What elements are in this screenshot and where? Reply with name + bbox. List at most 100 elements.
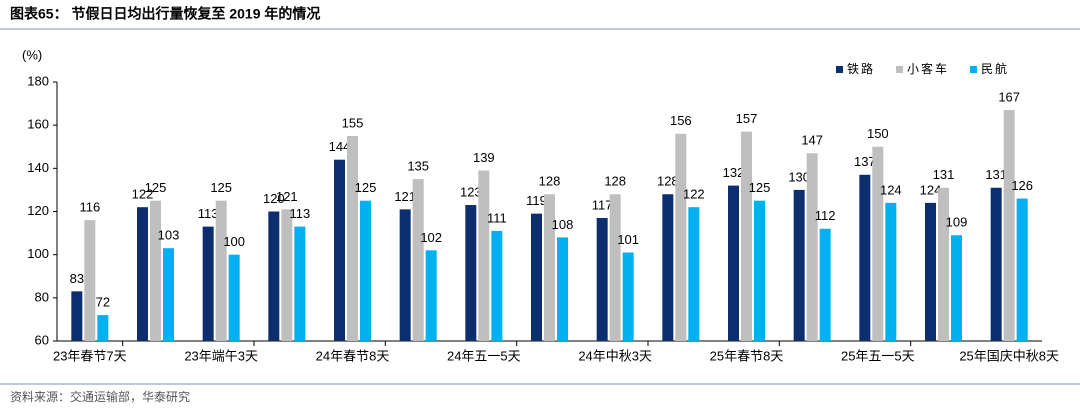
bar [215,200,227,341]
source: 资料来源：交通运输部，华泰研究 [10,389,190,404]
bar [1003,110,1015,341]
data-label: 147 [801,133,823,148]
data-label: 125 [145,180,167,195]
bar [347,135,358,341]
bar [281,209,293,341]
data-label: 119 [526,193,547,208]
x-tick-label: 23年端午3天 [184,348,258,363]
bar [872,146,884,341]
y-tick-label: 100 [27,246,49,261]
bar [84,220,96,341]
legend-label: 铁路 [847,61,875,76]
bar [885,202,897,341]
bar [228,254,240,341]
bar [675,133,687,341]
data-label: 167 [998,89,1020,104]
bar [150,200,161,341]
bar [360,200,371,341]
y-axis-label: (%) [22,47,42,62]
bar [609,194,621,341]
data-label: 128 [539,174,561,189]
data-label: 124 [920,182,942,197]
data-label: 130 [788,169,810,184]
bar [951,235,962,341]
bar [662,194,674,341]
data-label: 108 [552,217,574,232]
data-label: 131 [933,167,955,182]
legend-label: 小客车 [907,61,949,76]
data-label: 113 [289,206,310,221]
bar [163,248,174,341]
bar [728,185,739,341]
data-label: 117 [592,197,613,212]
bar [596,217,608,341]
bar [465,205,477,341]
bar [491,230,503,341]
chart-title: 图表65： 节假日日均出行量恢复至 2019 年的情况 [10,6,320,22]
data-label: 128 [604,174,626,189]
bar [622,252,634,341]
data-label: 155 [342,115,364,130]
bar [925,202,936,341]
bar [425,250,437,341]
data-label: 124 [880,182,902,197]
data-label: 126 [1011,178,1033,193]
bar [137,207,148,341]
bar [990,187,1002,341]
data-label: 135 [407,159,429,174]
data-label: 121 [276,189,298,204]
data-label: 125 [210,180,232,195]
data-label: 157 [736,111,758,126]
bar [478,170,490,341]
data-label: 116 [79,200,100,215]
bar [268,211,280,341]
bar [71,291,83,341]
bar [531,213,542,341]
x-tick-label: 24年中秋3天 [578,348,652,363]
data-label: 122 [132,187,154,202]
data-label: 121 [394,189,416,204]
bar [754,200,765,341]
data-label: 125 [749,180,771,195]
data-label: 112 [815,208,836,223]
y-tick-label: 160 [27,117,49,132]
legend-swatch [896,66,904,73]
data-label: 101 [617,232,639,247]
bar [544,194,555,341]
x-tick-label: 25年五一5天 [841,348,915,363]
x-tick-label: 24年五一5天 [447,348,521,363]
x-tick-label: 24年春节8天 [316,348,390,363]
bar [741,131,752,341]
data-label: 83 [70,271,84,286]
bar [97,315,109,341]
x-tick-label: 23年春节7天 [53,348,127,363]
y-tick-label: 80 [35,289,49,304]
bar [806,153,818,341]
data-label: 150 [867,126,889,141]
y-tick-label: 140 [27,160,49,175]
bar [412,179,424,341]
legend-label: 民航 [981,61,1009,76]
data-label: 123 [460,184,482,199]
bar [294,226,306,341]
data-label: 113 [198,206,219,221]
bar [399,209,411,341]
data-label: 109 [946,215,968,230]
bar [334,159,345,341]
bar [938,187,949,341]
bar [688,207,700,341]
legend-swatch [836,66,843,73]
bar [793,189,805,341]
x-tick-label: 25年国庆中秋8天 [959,348,1059,363]
data-label: 139 [473,150,495,165]
data-label: 120 [263,191,285,206]
data-label: 111 [487,210,507,225]
data-label: 72 [96,295,110,310]
bar [1016,198,1028,341]
data-label: 137 [854,154,876,169]
bar [819,228,831,341]
data-label: 144 [329,139,351,154]
data-label: 122 [683,187,705,202]
data-label: 156 [670,113,692,128]
